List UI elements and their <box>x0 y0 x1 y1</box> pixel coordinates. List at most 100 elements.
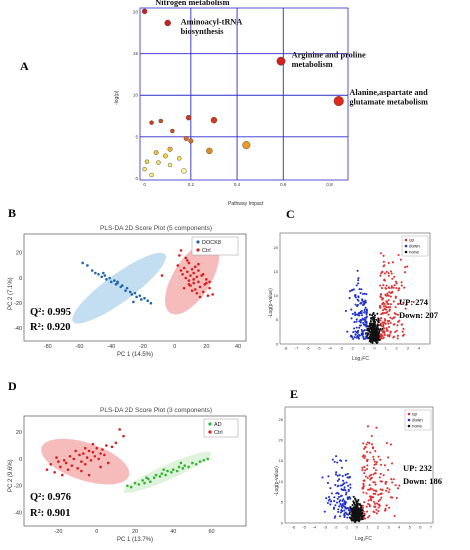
e-up-point-388 <box>366 477 369 480</box>
e-up-point-413 <box>379 488 382 491</box>
c-down-point-328 <box>356 269 359 272</box>
e-down-point-275 <box>334 473 338 476</box>
e-none-point-179 <box>356 519 359 522</box>
e-up-point-481 <box>388 506 391 509</box>
c-up-point-457 <box>387 272 390 275</box>
b-point-dock8-8 <box>108 276 111 280</box>
b-point-ctrl-37 <box>192 278 195 281</box>
e-up-point-512 <box>362 510 365 513</box>
b-ellipse-dock8 <box>72 252 167 324</box>
down-count-c: Down: 207 <box>399 310 439 320</box>
c-up-point-563 <box>381 337 384 340</box>
c-up-point-471 <box>395 287 398 290</box>
e-up-point-456 <box>366 464 369 467</box>
pathway-annotation-0-line-0: Nitrogen metabolism <box>155 0 229 7</box>
c-up-point-447 <box>383 318 386 321</box>
e-up-point-474 <box>377 455 380 458</box>
c-up-point-532 <box>389 270 393 273</box>
c-none-point-230 <box>377 319 380 322</box>
c-down-point-283 <box>351 312 354 315</box>
e-down-point-327 <box>341 474 344 478</box>
e-none-point-168 <box>350 513 353 516</box>
c-up-point-543 <box>385 284 388 287</box>
e-none-point-228 <box>352 508 356 511</box>
e-down-point-342 <box>336 497 339 500</box>
x-axis-label-d: PC 1 (13.7%) <box>117 537 153 543</box>
e-down-point-298 <box>339 511 343 514</box>
c-up-point-476 <box>395 282 398 285</box>
pathway-annotation-1-line-1: biosynthesis <box>181 27 225 36</box>
e-down-point-355 <box>340 488 343 491</box>
e-up-point-443 <box>391 481 394 484</box>
c-x-tick-4: -4 <box>328 346 332 351</box>
c-up-point-405 <box>379 274 382 277</box>
e-up-point-410 <box>361 469 364 472</box>
e-none-point-237 <box>357 510 360 514</box>
c-up-point-404 <box>380 313 383 316</box>
e-down-point-333 <box>343 500 346 503</box>
c-down-point-268 <box>364 301 367 304</box>
b-point-dock8-18 <box>130 293 134 296</box>
points-b <box>81 249 214 305</box>
c-up-point-572 <box>383 264 386 267</box>
b-point-ctrl-4 <box>184 276 188 280</box>
c-up-point-482 <box>392 300 395 303</box>
c-up-point-553 <box>393 284 396 287</box>
b-point-ctrl-26 <box>182 286 186 290</box>
e-down-point-250 <box>333 460 336 463</box>
c-none-point-255 <box>371 335 374 338</box>
c-none-point-245 <box>369 320 372 323</box>
e-up-point-484 <box>372 496 375 499</box>
d-ellipse-ctrl <box>41 438 130 485</box>
legend-d <box>203 418 239 438</box>
c-up-point-548 <box>389 291 392 295</box>
e-up-point-440 <box>365 492 368 495</box>
c-up-point-527 <box>382 254 385 257</box>
d-point-ctrl-16 <box>85 456 89 459</box>
c-up-point-557 <box>391 277 394 280</box>
e-down-point-334 <box>340 466 343 469</box>
c-up-point-502 <box>387 322 390 325</box>
e-up-point-420 <box>365 510 369 513</box>
legend-label-up-e: up <box>412 412 418 417</box>
panel-d: D PLS-DA 2D Score Plot (3 components) -4… <box>8 379 247 543</box>
c-up-point-540 <box>385 287 388 290</box>
e-x-tick-8: 2 <box>377 525 380 530</box>
legend-marker-down-e <box>407 418 411 422</box>
e-up-point-435 <box>386 468 389 472</box>
e-down-point-260 <box>341 499 344 502</box>
c-down-point-344 <box>365 293 368 296</box>
c-up-point-577 <box>381 309 385 312</box>
d-point-ad-25 <box>206 457 210 461</box>
plot-area-a <box>139 7 349 181</box>
e-up-point-448 <box>375 461 378 464</box>
e-down-point-305 <box>339 495 343 498</box>
c-up-point-470 <box>379 322 383 325</box>
e-up-point-463 <box>375 426 378 429</box>
d-point-ad-3 <box>137 483 141 486</box>
e-y-tick-5: 25 <box>279 417 284 422</box>
legend-b <box>191 236 239 256</box>
e-up-point-491 <box>377 503 380 506</box>
b-point-ctrl-0 <box>176 264 180 267</box>
c-y-tick-2: 10 <box>274 293 279 298</box>
b-x-tick-4: 0 <box>173 344 176 350</box>
y-axis-label-d: PC 2 (9.6%) <box>8 459 14 492</box>
e-down-point-307 <box>336 491 339 494</box>
c-none-point-226 <box>375 326 378 329</box>
c-up-point-518 <box>382 297 385 300</box>
c-x-tick-9: 1 <box>384 346 387 351</box>
c-down-point-362 <box>350 289 353 292</box>
c-up-point-492 <box>396 313 400 316</box>
d-point-ctrl-20 <box>93 454 97 458</box>
b-x-tick-3: -20 <box>139 344 147 350</box>
y-axis-label-b: PC 2 (7.1%) <box>8 277 14 310</box>
d-point-ad-12 <box>164 473 167 477</box>
e-none-point-218 <box>358 516 361 519</box>
c-up-point-578 <box>400 281 403 284</box>
legend-marker-down-c <box>404 244 408 248</box>
e-none-point-115 <box>353 503 356 506</box>
c-down-point-359 <box>358 326 361 329</box>
c-up-point-524 <box>387 306 390 309</box>
e-none-point-190 <box>357 498 360 502</box>
